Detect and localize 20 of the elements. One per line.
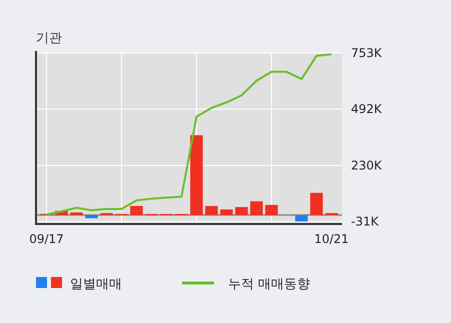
bar	[70, 212, 83, 216]
bar	[250, 201, 263, 216]
y-tick-label: 230K	[351, 158, 383, 173]
legend-label: 일별매매	[70, 277, 122, 292]
y-tick-label: -31K	[351, 214, 380, 229]
bar	[205, 206, 218, 216]
bar	[190, 135, 203, 216]
bar	[220, 209, 233, 216]
legend-label: 누적 매매동향	[228, 277, 310, 292]
bar	[265, 204, 278, 216]
x-tick-label: 10/21	[314, 232, 349, 246]
bar	[310, 192, 323, 216]
bar	[295, 215, 308, 222]
bar	[235, 207, 248, 216]
x-tick-label: 09/17	[29, 232, 64, 246]
chart-title: 기관	[36, 31, 62, 46]
bar	[130, 206, 143, 216]
y-tick-label: 492K	[351, 102, 383, 116]
y-tick-label: 753K	[351, 46, 383, 60]
bar	[85, 215, 98, 218]
